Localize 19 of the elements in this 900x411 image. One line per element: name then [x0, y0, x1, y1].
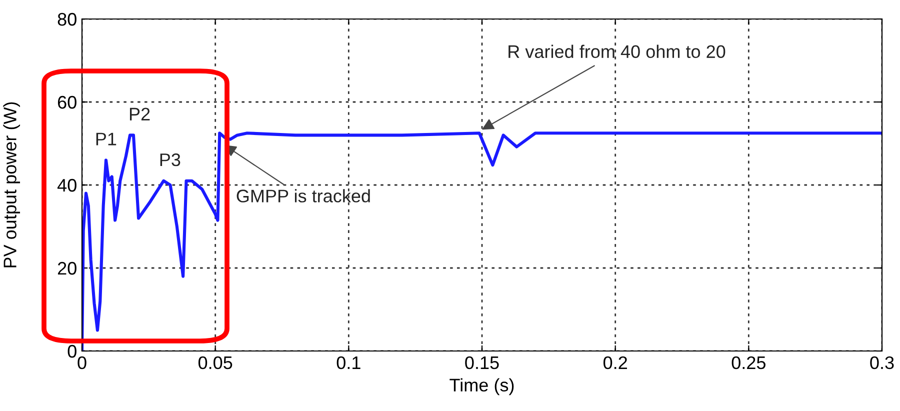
- y-tick-label: 60: [58, 96, 76, 109]
- x-axis-title: Time (s): [450, 378, 514, 396]
- x-tick-label: 0: [78, 356, 86, 370]
- x-tick-label: 0.2: [603, 356, 627, 370]
- y-tick-label: 40: [57, 178, 76, 192]
- y-tick-label: 80: [58, 12, 76, 26]
- x-tick-label: 0.15: [465, 356, 499, 370]
- x-tick-label: 0.1: [336, 356, 360, 370]
- y-tick-label: 0: [68, 344, 76, 358]
- annotation: GMPP is tracked: [236, 189, 370, 202]
- x-tick-label: 0.05: [198, 356, 232, 370]
- y-axis-title: PV output power (W): [3, 102, 20, 268]
- x-tick-label: 0.3: [870, 356, 894, 370]
- annotation: P2: [130, 108, 150, 120]
- annotation: P1: [96, 132, 116, 146]
- annotation: P3: [160, 153, 180, 166]
- annotation: R varied from 40 ohm to 20: [508, 44, 726, 58]
- x-tick-label: 0.25: [732, 356, 766, 370]
- y-tick-label: 20: [58, 262, 76, 275]
